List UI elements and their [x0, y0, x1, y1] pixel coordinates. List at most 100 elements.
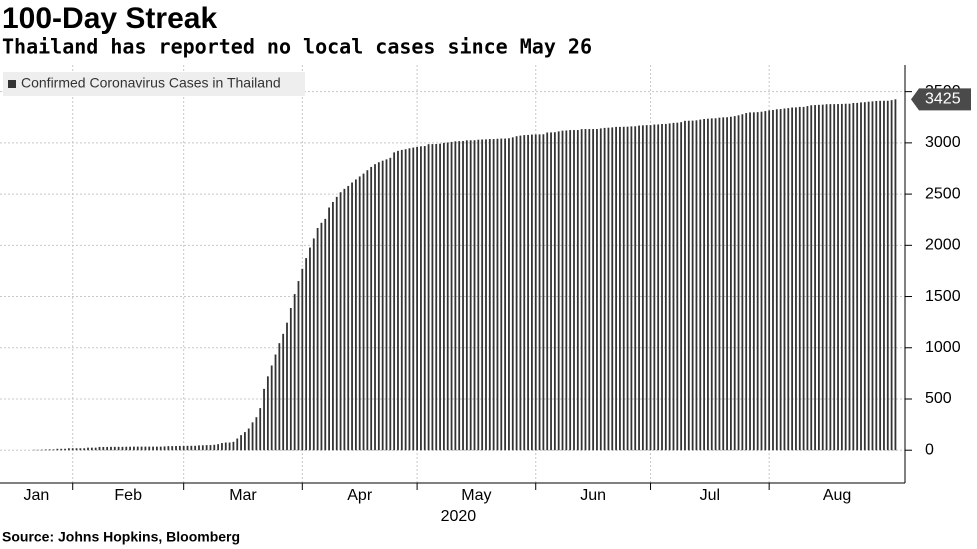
bar [802, 106, 805, 451]
value-label: 3425 [925, 91, 961, 108]
bar [875, 100, 878, 451]
bar [389, 157, 392, 451]
bar [775, 109, 778, 451]
bar [890, 100, 893, 451]
bar [60, 448, 63, 451]
x-tick-label: May [461, 487, 491, 504]
bar [397, 150, 399, 451]
bar [569, 130, 572, 451]
bar [431, 144, 434, 451]
bar [328, 207, 330, 451]
bar [473, 140, 476, 451]
bar [871, 101, 874, 451]
bar [714, 118, 717, 451]
bar [546, 132, 549, 451]
bar [573, 130, 575, 451]
bar [741, 114, 744, 451]
bar [87, 447, 89, 451]
bar [358, 176, 361, 451]
bar [687, 120, 690, 451]
bar [783, 108, 786, 451]
bar [278, 343, 281, 451]
bar [289, 308, 292, 451]
bar [768, 110, 771, 451]
bar [351, 182, 353, 451]
bar [806, 106, 809, 451]
bar [867, 101, 870, 451]
bar [67, 448, 70, 451]
bar [511, 137, 514, 451]
bar [630, 126, 633, 451]
bar [309, 247, 311, 451]
bar [282, 333, 285, 451]
bar [703, 118, 706, 451]
bar [787, 108, 790, 451]
bar [584, 129, 587, 451]
bar [117, 446, 120, 451]
bar [370, 166, 373, 451]
y-tick-label: 3000 [925, 134, 961, 151]
bar [848, 103, 851, 451]
bar [236, 438, 239, 451]
bar [622, 126, 625, 451]
bar [198, 445, 200, 451]
bar [408, 148, 411, 451]
bar [52, 449, 55, 451]
bar [450, 141, 453, 451]
bar [749, 112, 751, 451]
bar [504, 138, 507, 451]
bar [508, 138, 510, 451]
bar [860, 102, 862, 451]
bar [240, 435, 242, 451]
bar [733, 116, 736, 451]
bar [71, 448, 74, 451]
bar [565, 130, 568, 451]
bar [477, 139, 480, 451]
bar [737, 115, 740, 451]
bar [125, 446, 128, 451]
bar [446, 142, 449, 451]
bar [213, 444, 216, 451]
bar [335, 196, 338, 451]
y-tick-label: 1000 [925, 339, 961, 356]
bar [852, 103, 855, 451]
bar [45, 449, 47, 451]
bar [680, 122, 683, 451]
bar [458, 141, 461, 451]
bar [634, 126, 637, 451]
bar [175, 446, 177, 451]
bar [798, 106, 801, 451]
bar [580, 129, 583, 451]
bar [194, 445, 197, 451]
bar [825, 104, 828, 451]
bar [661, 124, 663, 451]
bar [79, 448, 82, 451]
y-tick-label: 2500 [925, 185, 961, 202]
bar [159, 446, 162, 451]
bar [729, 116, 732, 451]
bar [133, 446, 135, 451]
bar [615, 126, 617, 451]
bar [274, 354, 277, 451]
bar [657, 124, 660, 451]
x-tick-label: Feb [114, 487, 142, 504]
y-tick-label: 1500 [925, 288, 961, 305]
bar [362, 173, 365, 451]
x-tick-label: Mar [229, 487, 257, 504]
bar [121, 446, 124, 451]
bar [339, 192, 342, 451]
bar [366, 170, 369, 451]
legend-swatch [8, 80, 16, 88]
bar [653, 124, 656, 451]
bar [764, 111, 767, 451]
bar [140, 446, 143, 451]
bar [619, 126, 621, 451]
bar [485, 139, 487, 451]
bar [664, 123, 667, 451]
bar [515, 136, 518, 451]
bar [316, 227, 319, 451]
bar [557, 131, 560, 451]
bar [592, 129, 595, 451]
bar [320, 222, 323, 451]
bar [442, 142, 445, 451]
